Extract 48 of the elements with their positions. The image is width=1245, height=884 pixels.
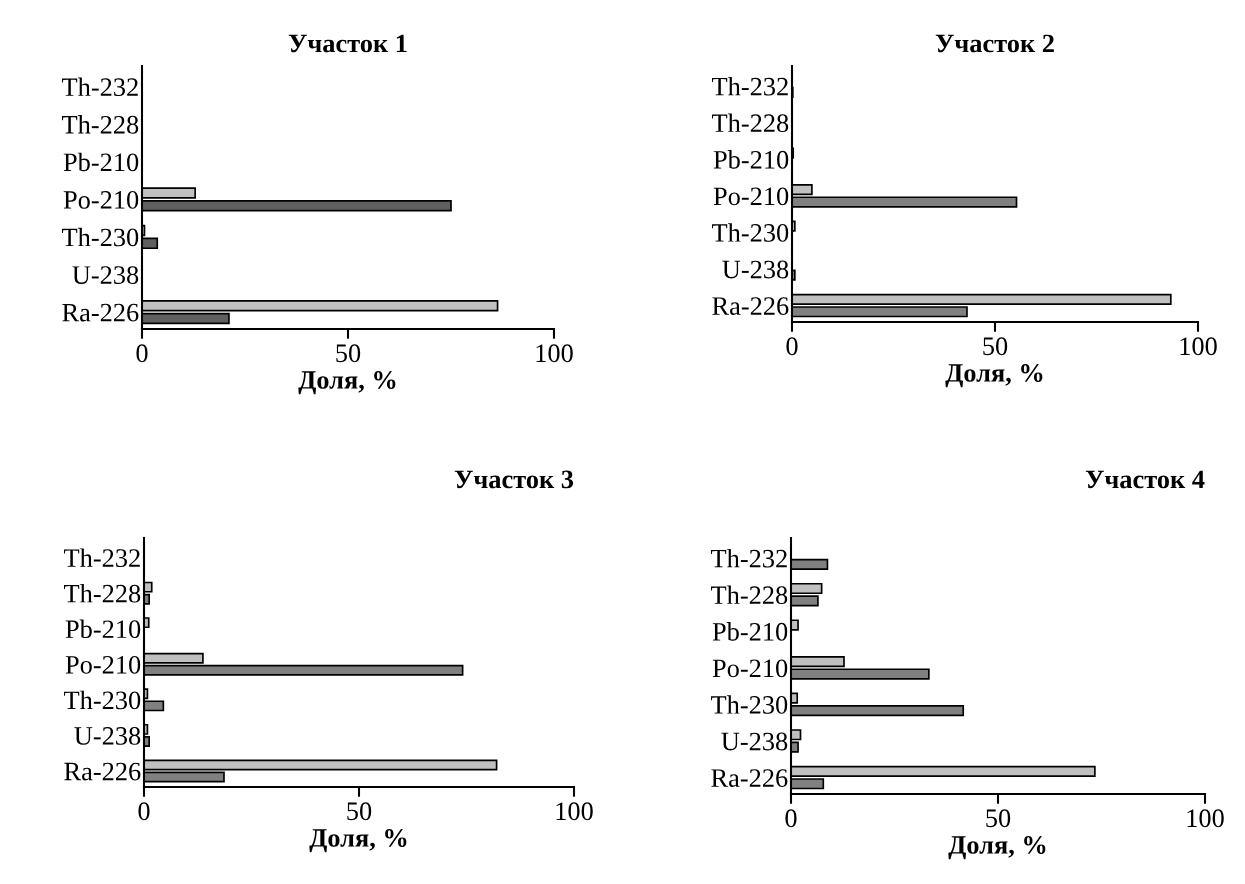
y-tick-label: Th-232 bbox=[712, 76, 788, 96]
x-axis-title: Доля, % bbox=[948, 836, 1046, 860]
x-tick-label: 100 bbox=[1187, 809, 1224, 828]
x-axis-title: Доля, % bbox=[298, 371, 396, 395]
x-tick-label: 50 bbox=[983, 337, 1008, 356]
y-tick-label: U-238 bbox=[721, 732, 788, 751]
y-tick-label: Th-230 bbox=[62, 227, 139, 247]
y-tick-label: Th-228 bbox=[711, 585, 788, 605]
chart-title: Участок 4 bbox=[1085, 470, 1205, 489]
y-tick-label: Pb-210 bbox=[63, 152, 139, 172]
x-axis-title: Доля, % bbox=[945, 364, 1043, 388]
y-tick-label: Po-210 bbox=[65, 655, 141, 674]
x-tick-label: 0 bbox=[136, 344, 148, 363]
x-tick-label: 0 bbox=[138, 802, 150, 821]
y-tick-label: Th-232 bbox=[711, 548, 787, 568]
y-tick-label: Po-210 bbox=[712, 659, 788, 678]
y-tick-label: Th-228 bbox=[62, 115, 139, 134]
y-tick-label: Th-230 bbox=[711, 695, 788, 714]
y-tick-label: Pb-210 bbox=[713, 150, 789, 169]
y-tick-label: Ra-226 bbox=[712, 297, 789, 315]
x-tick-label: 0 bbox=[785, 809, 797, 828]
y-tick-label: Po-210 bbox=[713, 187, 789, 206]
x-tick-label: 50 bbox=[347, 802, 372, 821]
y-tick-label: Th-230 bbox=[712, 223, 789, 242]
y-tick-label: Th-228 bbox=[64, 583, 141, 603]
x-axis-title: Доля, % bbox=[309, 829, 407, 853]
y-tick-label: Pb-210 bbox=[712, 622, 788, 641]
y-tick-label: U-238 bbox=[722, 260, 789, 279]
chart-title: Участок 1 bbox=[288, 34, 407, 53]
x-tick-label: 100 bbox=[556, 802, 593, 821]
y-tick-label: U-238 bbox=[74, 727, 141, 745]
x-tick-label: 50 bbox=[986, 809, 1011, 828]
y-tick-label: Ra-226 bbox=[64, 762, 141, 781]
x-tick-label: 50 bbox=[336, 344, 361, 363]
y-tick-label: Th-230 bbox=[64, 690, 141, 710]
x-tick-label: 100 bbox=[1180, 337, 1217, 356]
y-tick-label: Ra-226 bbox=[711, 769, 788, 787]
x-tick-label: 100 bbox=[536, 344, 573, 363]
y-tick-label: Ra-226 bbox=[62, 303, 139, 322]
y-tick-label: Pb-210 bbox=[65, 619, 141, 639]
chart-title: Участок 2 bbox=[935, 34, 1054, 53]
y-tick-label: Th-228 bbox=[712, 113, 789, 133]
y-tick-label: Th-232 bbox=[62, 77, 138, 97]
chart-title: Участок 3 bbox=[454, 470, 574, 489]
y-tick-label: Po-210 bbox=[63, 190, 139, 209]
y-tick-label: U-238 bbox=[72, 266, 139, 284]
x-tick-label: 0 bbox=[786, 337, 798, 356]
y-tick-label: Th-232 bbox=[64, 548, 140, 567]
